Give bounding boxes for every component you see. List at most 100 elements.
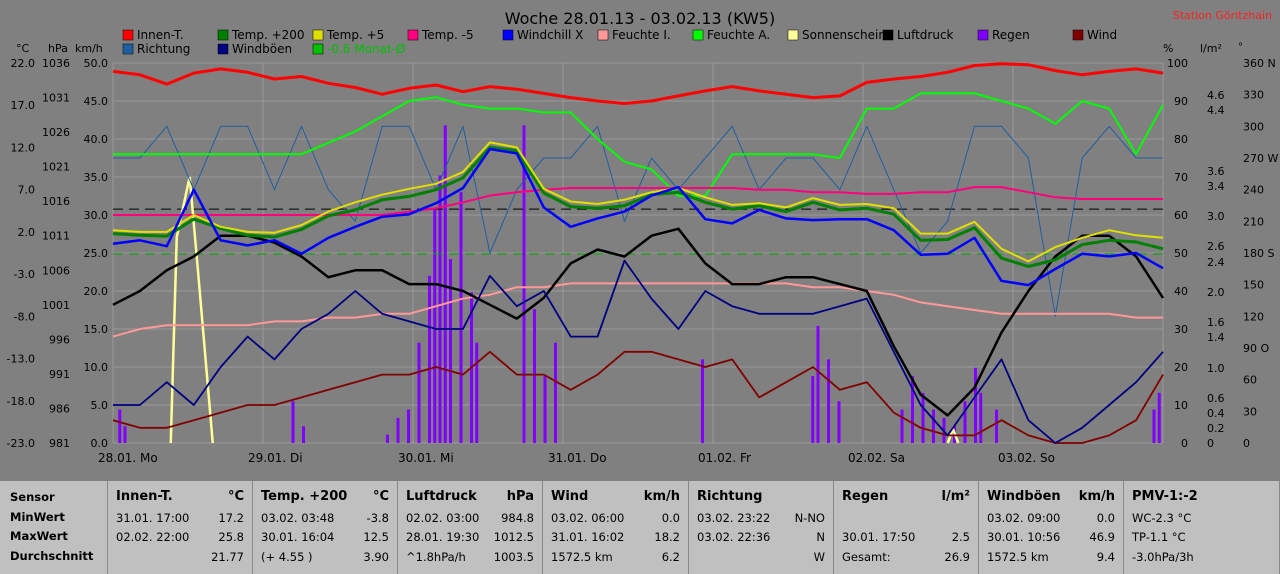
legend-label: Innen-T.	[137, 28, 184, 42]
rain-tick-label: 1.4	[1207, 331, 1225, 344]
direction-tick-label: 120	[1243, 310, 1264, 323]
stats-col-labels: Sensor MinWert MaxWert Durchschnitt	[0, 481, 108, 574]
stats-label-sensor: Sensor	[10, 490, 55, 504]
stats-col-header: Wind	[551, 489, 589, 504]
stats-cell-value: 984.8	[501, 511, 534, 525]
stats-label-avg: Durchschnitt	[10, 549, 94, 563]
humidity-tick-label: 50	[1174, 247, 1188, 260]
stats-cell-label: 30.01. 17:50	[842, 530, 916, 544]
unit-pressure: hPa	[48, 42, 68, 55]
stats-col-6: Windböen km/h 03.02. 09:00 0.0 30.01. 10:56 4…	[979, 481, 1124, 574]
stats-cell-value: 17.2	[218, 511, 244, 525]
rain-tick-label: 3.0	[1207, 210, 1225, 223]
stats-cell-value: 9.4	[1096, 550, 1115, 564]
pressure-tick-label: 1006	[42, 264, 70, 277]
legend-swatch	[1072, 29, 1084, 41]
humidity-tick-label: 0	[1181, 437, 1188, 450]
temp-tick-label: 12.0	[11, 141, 36, 154]
stats-cell-label: 1572.5 km	[987, 550, 1049, 564]
legend: Innen-T. Temp. +200 Temp. +5 Temp. -5 Windch…	[122, 28, 1117, 56]
stats-col-header: Innen-T.	[116, 489, 173, 504]
legend-label: Richtung	[137, 42, 190, 56]
series-line-temp-5	[113, 186, 1163, 216]
station-name: Station Göritzhain	[1173, 9, 1272, 22]
rain-bar	[386, 434, 389, 443]
series-lines	[112, 62, 1165, 444]
legend-swatch	[312, 29, 324, 41]
wind-tick-label: 45.0	[84, 95, 109, 108]
stats-cell-label: Gesamt:	[842, 550, 891, 564]
wind-tick-label: 35.0	[84, 171, 109, 184]
stats-cell-label: WC-2.3 °C	[1132, 511, 1192, 525]
pressure-tick-label: 986	[49, 402, 70, 415]
legend-label: Wind	[1087, 28, 1117, 42]
humidity-tick-label: 100	[1167, 57, 1188, 70]
rain-tick-label: 3.6	[1207, 165, 1225, 178]
wind-tick-label: 25.0	[84, 247, 109, 260]
rain-bar	[396, 417, 400, 443]
stats-cell-value: 2.5	[951, 530, 970, 544]
direction-tick-label: 60	[1243, 374, 1257, 387]
stats-cell-value: 12.5	[363, 530, 389, 544]
legend-label: Temp. -5	[421, 28, 474, 42]
stats-label-max: MaxWert	[10, 529, 68, 543]
stats-col-2: Luftdruck hPa 02.02. 03:00 984.8 28.01. 19:3…	[398, 481, 543, 574]
stats-col-unit: °C	[372, 489, 389, 504]
wind-tick-label: 50.0	[84, 57, 109, 70]
direction-tick-label: 30	[1243, 405, 1257, 418]
stats-cell-label: 30.01. 10:56	[987, 530, 1061, 544]
direction-tick-label: 240	[1243, 184, 1264, 197]
unit-humidity: %	[1163, 42, 1173, 55]
legend-swatch	[407, 29, 419, 41]
stats-cell-value: 3.90	[363, 550, 389, 564]
wind-tick-label: 0.0	[91, 437, 109, 450]
rain-tick-label: 1.0	[1207, 362, 1225, 375]
humidity-tick-label: 70	[1174, 171, 1188, 184]
rain-bar	[811, 376, 815, 443]
direction-tick-label: 330	[1243, 89, 1264, 102]
rain-bar	[932, 409, 935, 443]
legend-label: Luftdruck	[897, 28, 954, 42]
stats-cell-value: 25.8	[218, 530, 244, 544]
stats-cell-value: 26.9	[944, 550, 970, 564]
rain-tick-label: 4.6	[1207, 89, 1225, 102]
series-line-windb-en	[113, 259, 1164, 444]
rain-tick-label: 3.4	[1207, 180, 1225, 193]
rain-bar	[291, 401, 295, 443]
stats-col-unit: km/h	[643, 489, 680, 504]
legend-swatch	[597, 29, 609, 41]
stats-table: Sensor MinWert MaxWert Durchschnitt Inne…	[0, 481, 1280, 574]
stats-cell-value: 0.0	[661, 511, 680, 525]
wind-tick-label: 15.0	[84, 323, 109, 336]
rain-bar	[921, 392, 925, 443]
stats-col-unit: l/m²	[941, 489, 970, 504]
gridlines	[112, 62, 1164, 444]
x-tick-label: 31.01. Do	[548, 451, 607, 465]
rain-bar	[449, 259, 452, 443]
humidity-tick-label: 80	[1174, 133, 1188, 146]
stats-cell-value: W	[813, 550, 825, 564]
x-tick-label: 28.01. Mo	[98, 451, 158, 465]
pressure-tick-label: 991	[49, 368, 70, 381]
direction-tick-label: 90 O	[1243, 342, 1269, 355]
stats-cell-label: 03.02. 23:22	[697, 511, 771, 525]
axis-ticks: 22.0 17.0 12.0 7.0 2.0 -3.0 -8.0 -13.0 -18.0 -23.…	[7, 57, 1279, 465]
pressure-tick-label: 996	[49, 333, 70, 346]
rain-bar	[438, 175, 442, 444]
rain-bar	[123, 426, 127, 443]
wind-tick-label: 40.0	[84, 133, 109, 146]
stats-cell-label: -3.0hPa/3h	[1132, 550, 1194, 564]
rain-bar	[459, 192, 463, 443]
legend-label: Windchill X	[517, 28, 583, 42]
stats-cell-label: 03.02. 03:48	[261, 511, 335, 525]
humidity-tick-label: 90	[1174, 95, 1188, 108]
direction-tick-label: 180 S	[1243, 247, 1274, 260]
temp-tick-label: -23.0	[7, 437, 35, 450]
unit-wind: km/h	[75, 42, 103, 55]
legend-swatch	[882, 29, 894, 41]
legend-label: Sonnenschein	[802, 28, 886, 42]
temp-tick-label: 2.0	[18, 226, 36, 239]
pressure-tick-label: 1036	[42, 57, 70, 70]
temp-tick-label: -13.0	[7, 353, 35, 366]
x-tick-label: 01.02. Fr	[698, 451, 751, 465]
